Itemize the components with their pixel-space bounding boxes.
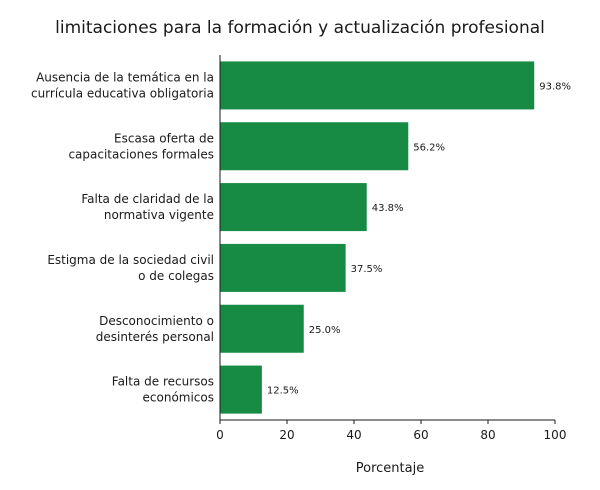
chart-title: limitaciones para la formación y actuali…: [55, 18, 545, 38]
category-label-line: currícula educativa obligatoria: [31, 86, 214, 100]
bar-5: [220, 365, 262, 414]
category-label-line: Estigma de la sociedad civil: [47, 253, 214, 267]
value-label-2: 43.8%: [372, 203, 404, 214]
bar-1: [220, 122, 409, 171]
x-tick-label-0: 0: [216, 428, 224, 442]
x-tick-label-3: 60: [413, 428, 428, 442]
category-label-line: Desconocimiento o: [99, 314, 214, 328]
value-label-3: 37.5%: [351, 264, 383, 275]
x-axis-label: Porcentaje: [356, 461, 424, 476]
bar-0: [220, 61, 535, 110]
bar-2: [220, 183, 367, 232]
category-label-3: Estigma de la sociedad civil o de colegas: [47, 253, 214, 283]
category-label-line: desinterés personal: [96, 330, 214, 344]
bar-3: [220, 243, 346, 292]
category-label-line: Falta de recursos: [112, 375, 214, 389]
category-label-line: Escasa oferta de: [114, 131, 214, 145]
value-label-4: 25.0%: [309, 325, 341, 336]
category-label-line: normativa vigente: [104, 208, 214, 222]
bars-group: [220, 61, 535, 414]
bar-4: [220, 304, 304, 353]
value-label-1: 56.2%: [413, 142, 445, 153]
category-label-5: Falta de recursos económicos: [112, 375, 214, 405]
category-label-line: o de colegas: [138, 269, 214, 283]
value-labels: 93.8% 56.2% 43.8% 37.5% 25.0% 12.5%: [267, 81, 571, 396]
category-label-4: Desconocimiento o desinterés personal: [96, 314, 214, 344]
category-label-2: Falta de claridad de la normativa vigente: [81, 192, 214, 222]
category-labels: Ausencia de la temática en la currícula e…: [31, 70, 214, 404]
category-label-line: capacitaciones formales: [68, 147, 214, 161]
x-ticks: 0 20 40 60 80 100: [216, 420, 566, 442]
value-label-0: 93.8%: [539, 81, 571, 92]
value-label-5: 12.5%: [267, 386, 299, 397]
category-label-line: Ausencia de la temática en la: [36, 70, 214, 84]
x-tick-label-1: 20: [279, 428, 294, 442]
x-tick-label-5: 100: [544, 428, 567, 442]
category-label-line: económicos: [143, 391, 214, 405]
category-label-1: Escasa oferta de capacitaciones formales: [68, 131, 214, 161]
x-tick-label-2: 40: [346, 428, 361, 442]
category-label-line: Falta de claridad de la: [81, 192, 214, 206]
x-tick-label-4: 80: [480, 428, 495, 442]
category-label-0: Ausencia de la temática en la currícula e…: [31, 70, 214, 100]
